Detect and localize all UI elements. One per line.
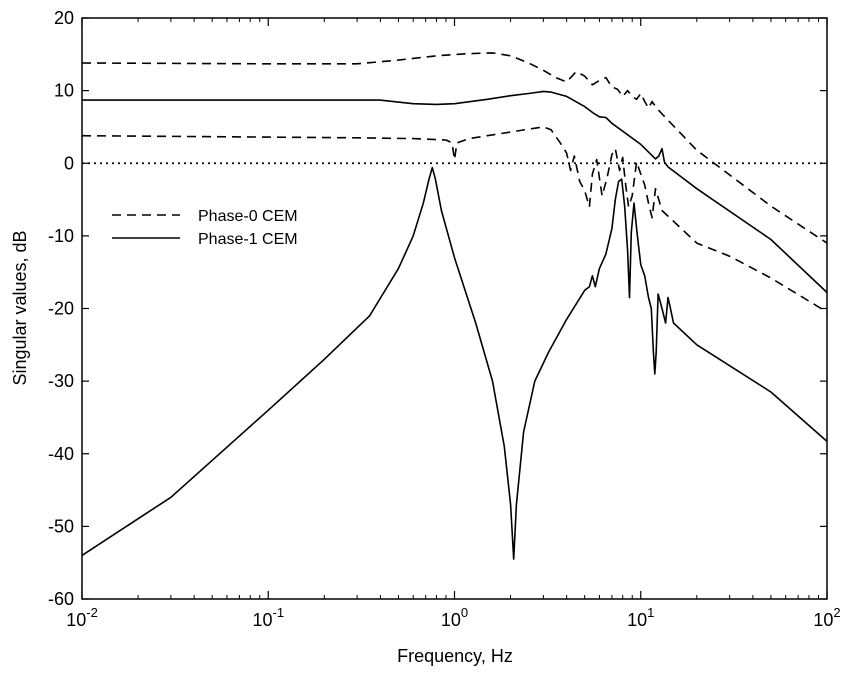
legend-label: Phase-1 CEM — [198, 231, 298, 248]
y-tick-label: 20 — [54, 8, 74, 28]
series-line-1 — [81, 52, 828, 244]
y-tick-label: -20 — [48, 299, 74, 319]
series-line-2 — [81, 126, 828, 313]
y-tick-label: 10 — [54, 81, 74, 101]
x-tick-label: 100 — [441, 605, 468, 630]
x-tick-label: 101 — [627, 605, 654, 630]
y-tick-label: -50 — [48, 516, 74, 536]
y-tick-label: -60 — [48, 589, 74, 609]
series-line-4 — [81, 166, 828, 560]
x-tick-label: 10-1 — [252, 605, 284, 630]
x-tick-label: 10-2 — [66, 605, 98, 630]
legend-label: Phase-0 CEM — [198, 208, 298, 225]
x-axis-label: Frequency, Hz — [397, 646, 513, 666]
y-tick-label: 0 — [64, 153, 74, 173]
y-tick-label: -30 — [48, 371, 74, 391]
x-tick-label: 102 — [813, 605, 840, 630]
y-tick-label: -40 — [48, 444, 74, 464]
y-axis-label: Singular values, dB — [10, 230, 30, 385]
y-tick-label: -10 — [48, 226, 74, 246]
series-line-3 — [82, 90, 828, 294]
plot-frame — [81, 17, 828, 600]
